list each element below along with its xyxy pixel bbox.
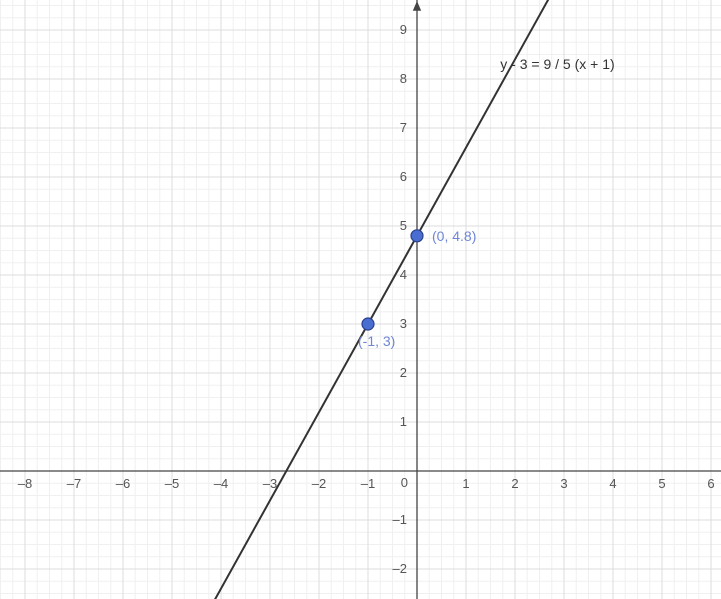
x-tick-label: 2 xyxy=(511,476,518,491)
point-marker xyxy=(362,318,374,330)
y-tick-label: 2 xyxy=(400,365,407,380)
x-tick-label: –2 xyxy=(312,476,326,491)
y-tick-label: 1 xyxy=(400,414,407,429)
x-tick-label: 6 xyxy=(707,476,714,491)
y-tick-label: 4 xyxy=(400,267,407,282)
x-tick-label: –7 xyxy=(67,476,81,491)
y-tick-label: 7 xyxy=(400,120,407,135)
point-label: (0, 4.8) xyxy=(432,228,476,244)
x-tick-label: 4 xyxy=(609,476,616,491)
x-tick-label: –5 xyxy=(165,476,179,491)
y-tick-label: 3 xyxy=(400,316,407,331)
coordinate-grid-chart: –8 –7 –6 –5 –4 –3 –2 –1 1 2 3 4 5 6 –2 –1 1 2 3 4 5 6 7 8 9 0 y - … xyxy=(0,0,721,599)
y-tick-label: –2 xyxy=(393,561,407,576)
point-marker xyxy=(411,230,423,242)
x-tick-label: –1 xyxy=(361,476,375,491)
y-tick-label: 9 xyxy=(400,22,407,37)
equation-label: y - 3 = 9 / 5 (x + 1) xyxy=(500,56,614,72)
y-tick-label: 5 xyxy=(400,218,407,233)
x-tick-label: 1 xyxy=(462,476,469,491)
y-tick-label: 6 xyxy=(400,169,407,184)
y-tick-label: 8 xyxy=(400,71,407,86)
x-tick-label: –6 xyxy=(116,476,130,491)
x-tick-label: –3 xyxy=(263,476,277,491)
origin-label: 0 xyxy=(401,475,408,490)
x-tick-label: –8 xyxy=(18,476,32,491)
y-tick-label: –1 xyxy=(393,512,407,527)
point-label: (-1, 3) xyxy=(358,333,395,349)
x-tick-label: –4 xyxy=(214,476,228,491)
x-tick-label: 5 xyxy=(658,476,665,491)
x-tick-label: 3 xyxy=(560,476,567,491)
